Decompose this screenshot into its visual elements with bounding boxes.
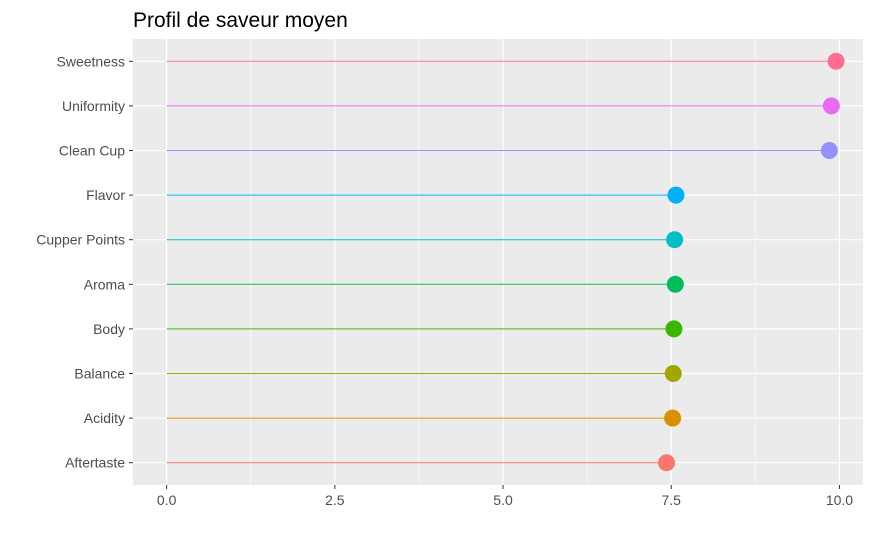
plot-panel [133, 39, 863, 485]
y-tick-label: Balance [74, 366, 125, 382]
y-tick-label: Acidity [84, 410, 125, 426]
lollipop-point [664, 409, 682, 427]
lollipop-point [820, 142, 838, 159]
lollipop-point [667, 186, 685, 204]
data-marks [166, 52, 845, 472]
x-axis: 0.0 2.5 5.0 7.5 10.0 [157, 485, 853, 508]
y-tick-label: Body [93, 321, 125, 337]
x-tick-label: 5.0 [493, 492, 513, 508]
lollipop-point [665, 320, 683, 338]
lollipop-point [822, 97, 840, 115]
x-tick-label: 7.5 [662, 492, 682, 508]
lollipop-point [666, 275, 684, 293]
y-tick-label: Uniformity [62, 98, 125, 114]
y-tick-label: Aftertaste [65, 455, 125, 471]
y-tick-label: Aroma [84, 276, 125, 292]
chart-title: Profil de saveur moyen [133, 9, 348, 32]
y-tick-label: Clean Cup [59, 143, 125, 159]
x-tick-label: 0.0 [157, 492, 177, 508]
lollipop-point [658, 454, 676, 472]
y-tick-label: Flavor [86, 187, 125, 203]
y-axis: Sweetness Uniformity Clean Cup Flavor Cupper… [36, 53, 133, 471]
lollipop-point [664, 365, 682, 382]
x-tick-label: 2.5 [325, 492, 345, 508]
y-tick-label: Sweetness [57, 53, 125, 69]
lollipop-point [827, 52, 845, 70]
x-tick-label: 10.0 [826, 492, 853, 508]
y-tick-label: Cupper Points [36, 232, 125, 248]
lollipop-point [666, 231, 684, 249]
